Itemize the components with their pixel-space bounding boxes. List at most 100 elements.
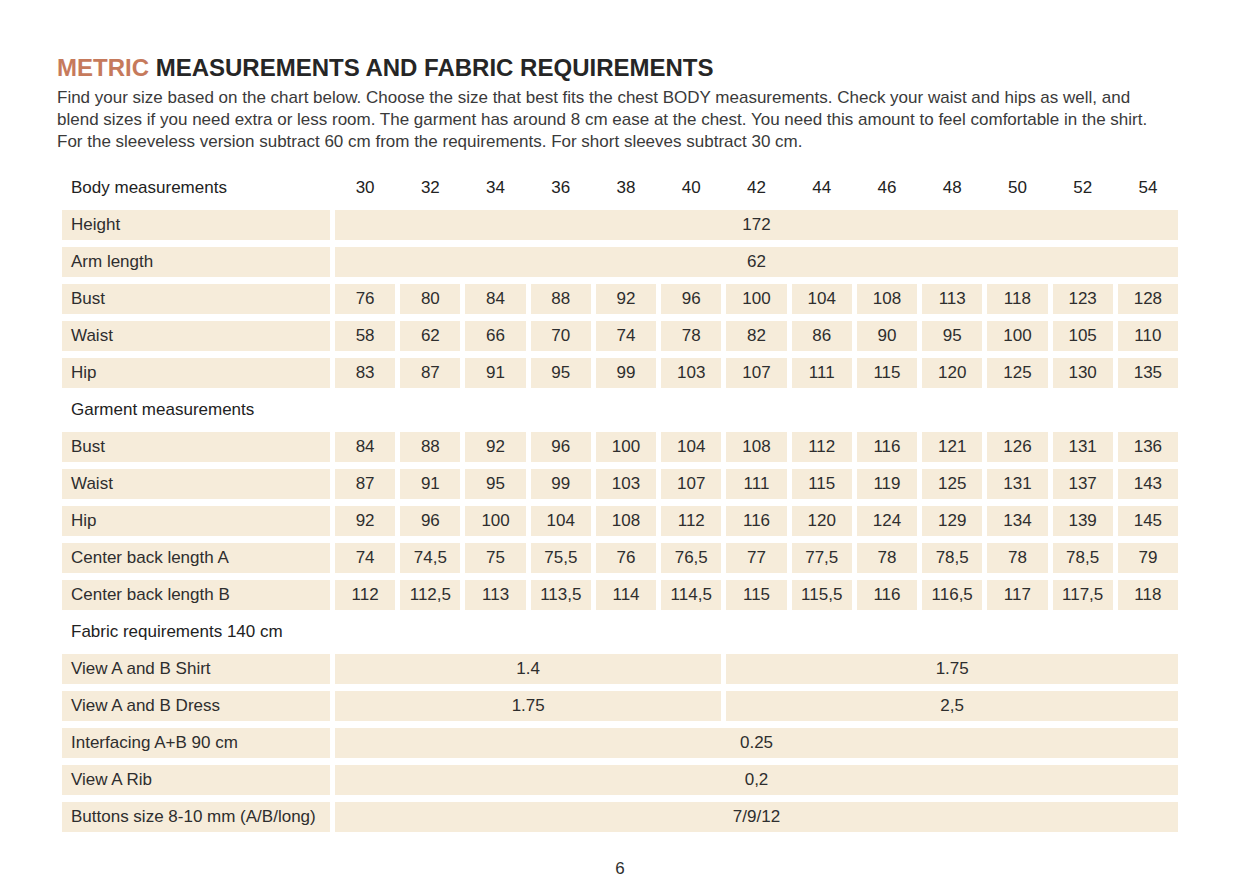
value-cell: 129 — [922, 506, 982, 536]
value-cell: 103 — [661, 358, 721, 388]
size-column-header: 48 — [922, 173, 982, 203]
value-cell-left-span: 1.75 — [335, 691, 721, 721]
value-cell: 80 — [400, 284, 460, 314]
value-cell-span: 0.25 — [335, 728, 1178, 758]
value-cell: 103 — [596, 469, 656, 499]
page-number: 6 — [0, 859, 1240, 874]
value-cell: 76 — [335, 284, 395, 314]
value-cell: 74,5 — [400, 543, 460, 573]
value-cell: 78,5 — [922, 543, 982, 573]
value-cell: 115 — [726, 580, 786, 610]
value-cell: 108 — [596, 506, 656, 536]
value-cell: 90 — [857, 321, 917, 351]
table-header-body-measurements: Body measurements — [62, 173, 330, 203]
value-cell: 131 — [987, 469, 1047, 499]
value-cell: 104 — [531, 506, 591, 536]
table-header-fabric-requirements: Fabric requirements 140 cm — [62, 617, 591, 647]
value-cell: 114,5 — [661, 580, 721, 610]
value-cell: 145 — [1118, 506, 1178, 536]
value-cell: 131 — [1053, 432, 1113, 462]
row-label: Bust — [62, 284, 330, 314]
value-cell: 115 — [792, 469, 852, 499]
value-cell: 92 — [335, 506, 395, 536]
size-column-header: 54 — [1118, 173, 1178, 203]
value-cell: 100 — [726, 284, 786, 314]
value-cell: 82 — [726, 321, 786, 351]
value-cell: 116 — [857, 432, 917, 462]
value-cell: 79 — [1118, 543, 1178, 573]
value-cell-span: 0,2 — [335, 765, 1178, 795]
value-cell: 111 — [792, 358, 852, 388]
value-cell: 62 — [400, 321, 460, 351]
row-label: Buttons size 8-10 mm (A/B/long) — [62, 802, 330, 832]
value-cell: 111 — [726, 469, 786, 499]
value-cell: 58 — [335, 321, 395, 351]
value-cell: 104 — [792, 284, 852, 314]
value-cell: 88 — [400, 432, 460, 462]
value-cell: 112,5 — [400, 580, 460, 610]
value-cell: 107 — [726, 358, 786, 388]
value-cell: 100 — [465, 506, 525, 536]
value-cell: 123 — [1053, 284, 1113, 314]
value-cell: 96 — [400, 506, 460, 536]
row-label: Center back length A — [62, 543, 330, 573]
value-cell: 136 — [1118, 432, 1178, 462]
value-cell: 100 — [596, 432, 656, 462]
row-label: Center back length B — [62, 580, 330, 610]
value-cell: 143 — [1118, 469, 1178, 499]
row-label: Hip — [62, 506, 330, 536]
value-cell: 95 — [531, 358, 591, 388]
value-cell: 117 — [987, 580, 1047, 610]
value-cell: 108 — [726, 432, 786, 462]
value-cell: 115 — [857, 358, 917, 388]
value-cell: 83 — [335, 358, 395, 388]
value-cell: 87 — [335, 469, 395, 499]
size-column-header: 50 — [987, 173, 1047, 203]
value-cell: 126 — [987, 432, 1047, 462]
value-cell: 75 — [465, 543, 525, 573]
row-label: Bust — [62, 432, 330, 462]
value-cell: 125 — [922, 469, 982, 499]
value-cell: 76,5 — [661, 543, 721, 573]
value-cell-right-span: 2,5 — [726, 691, 1178, 721]
size-column-header: 34 — [465, 173, 525, 203]
value-cell: 99 — [596, 358, 656, 388]
value-cell: 104 — [661, 432, 721, 462]
value-cell: 120 — [922, 358, 982, 388]
value-cell: 99 — [531, 469, 591, 499]
value-cell: 77,5 — [792, 543, 852, 573]
value-cell: 113 — [922, 284, 982, 314]
value-cell: 84 — [465, 284, 525, 314]
row-label: Interfacing A+B 90 cm — [62, 728, 330, 758]
page-title-rest: MEASUREMENTS AND FABRIC REQUIREMENTS — [149, 54, 713, 81]
value-cell: 115,5 — [792, 580, 852, 610]
value-cell: 95 — [465, 469, 525, 499]
value-cell: 125 — [987, 358, 1047, 388]
page-title-accent: METRIC — [57, 54, 149, 81]
value-cell: 114 — [596, 580, 656, 610]
value-cell: 135 — [1118, 358, 1178, 388]
value-cell: 119 — [857, 469, 917, 499]
size-column-header: 52 — [1053, 173, 1113, 203]
row-label: View A and B Shirt — [62, 654, 330, 684]
value-cell-span: 7/9/12 — [335, 802, 1178, 832]
page-title: METRIC MEASUREMENTS AND FABRIC REQUIREME… — [57, 54, 1240, 82]
value-cell: 78 — [857, 543, 917, 573]
value-cell: 96 — [661, 284, 721, 314]
value-cell: 112 — [661, 506, 721, 536]
size-column-header: 38 — [596, 173, 656, 203]
value-cell: 75,5 — [531, 543, 591, 573]
value-cell: 130 — [1053, 358, 1113, 388]
value-cell: 84 — [335, 432, 395, 462]
value-cell: 121 — [922, 432, 982, 462]
value-cell: 116 — [726, 506, 786, 536]
row-label: Arm length — [62, 247, 330, 277]
value-cell: 113,5 — [531, 580, 591, 610]
table-header-garment-measurements: Garment measurements — [62, 395, 591, 425]
intro-paragraph: Find your size based on the chart below.… — [57, 87, 1159, 153]
measurement-table: Body measurements30323436384042444648505… — [62, 173, 1178, 832]
size-column-header: 32 — [400, 173, 460, 203]
value-cell: 92 — [596, 284, 656, 314]
value-cell: 95 — [922, 321, 982, 351]
value-cell: 88 — [531, 284, 591, 314]
